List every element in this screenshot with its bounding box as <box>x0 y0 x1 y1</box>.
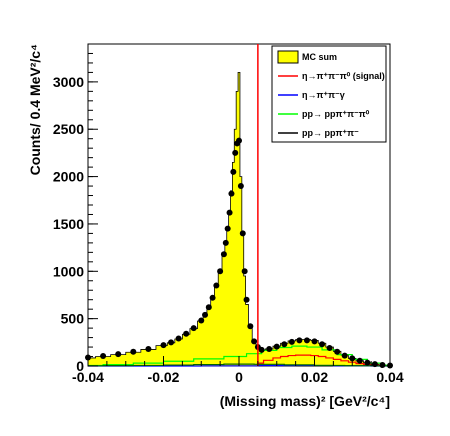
legend-label: pp→ ppπ⁺π⁻π⁰ <box>302 109 370 119</box>
y-tick-label: 2000 <box>53 169 84 185</box>
data-point <box>243 296 250 303</box>
legend-label: η→π⁺π⁻γ <box>302 90 345 100</box>
data-point <box>341 352 348 359</box>
y-tick-label: 2500 <box>53 121 84 137</box>
data-point <box>213 282 220 289</box>
data-point <box>379 362 386 369</box>
data-point <box>349 355 356 362</box>
legend-swatch <box>277 50 299 64</box>
data-point <box>175 335 182 342</box>
y-tick-label: 500 <box>61 311 85 327</box>
data-point <box>226 209 233 216</box>
y-axis-label: Counts/ 0.4 MeV²/c⁴ <box>27 44 43 175</box>
data-point <box>130 348 137 355</box>
y-tick-label: 1000 <box>53 263 84 279</box>
x-tick-label: 0 <box>235 369 243 385</box>
data-point <box>115 351 122 358</box>
x-tick-label: -0.04 <box>72 369 104 385</box>
y-tick-label: 1500 <box>53 216 84 232</box>
legend-label: pp→ ppπ⁺π⁻ <box>302 128 359 138</box>
data-point <box>239 230 246 237</box>
y-tick-label: 3000 <box>53 74 84 90</box>
data-point <box>303 337 310 344</box>
data-point <box>258 346 265 353</box>
data-point <box>145 345 152 352</box>
data-point <box>251 338 258 345</box>
data-point <box>319 341 326 348</box>
data-point <box>230 168 237 175</box>
legend-label: MC sum <box>302 52 337 62</box>
data-point <box>190 325 197 332</box>
mc-sum-area <box>88 72 390 366</box>
data-point <box>371 361 378 368</box>
data-points <box>85 137 393 369</box>
data-point <box>168 339 175 346</box>
y-tick-label: 0 <box>76 358 84 374</box>
data-point <box>232 149 239 156</box>
axes: -0.04 -0.02 0 0.02 0.04 0 500 1000 1500 2000 2500 3… <box>53 43 404 385</box>
data-point <box>183 330 190 337</box>
x-tick-label: -0.02 <box>148 369 180 385</box>
data-point <box>288 338 295 345</box>
x-tick-label: 0.04 <box>376 369 403 385</box>
data-point <box>205 304 212 311</box>
data-point <box>334 348 341 355</box>
x-axis-label: (Missing mass)² [GeV²/c⁴] <box>220 393 390 409</box>
data-point <box>202 311 209 318</box>
data-point <box>228 190 235 197</box>
data-point <box>198 317 205 324</box>
data-point <box>296 337 303 344</box>
data-point <box>273 343 280 350</box>
data-point <box>222 239 229 246</box>
legend-label: η→π⁺π⁻π⁰ (signal) <box>302 71 385 81</box>
data-point <box>364 359 371 366</box>
data-point <box>220 251 227 258</box>
data-point <box>241 268 248 275</box>
data-point <box>281 341 288 348</box>
data-point <box>326 345 333 352</box>
data-point <box>311 338 318 345</box>
data-point <box>236 137 242 144</box>
data-point <box>237 183 244 190</box>
data-point <box>356 357 363 364</box>
data-point <box>224 225 231 232</box>
data-point <box>266 345 273 352</box>
data-point <box>217 268 224 275</box>
legend: MC sum η→π⁺π⁻π⁰ (signal) η→π⁺π⁻γ pp→ ppπ⁺π⁻… <box>271 45 387 143</box>
data-point <box>209 294 216 301</box>
data-point <box>100 353 107 360</box>
x-tick-label: 0.02 <box>301 369 328 385</box>
data-point <box>160 342 167 349</box>
data-point <box>247 323 254 330</box>
